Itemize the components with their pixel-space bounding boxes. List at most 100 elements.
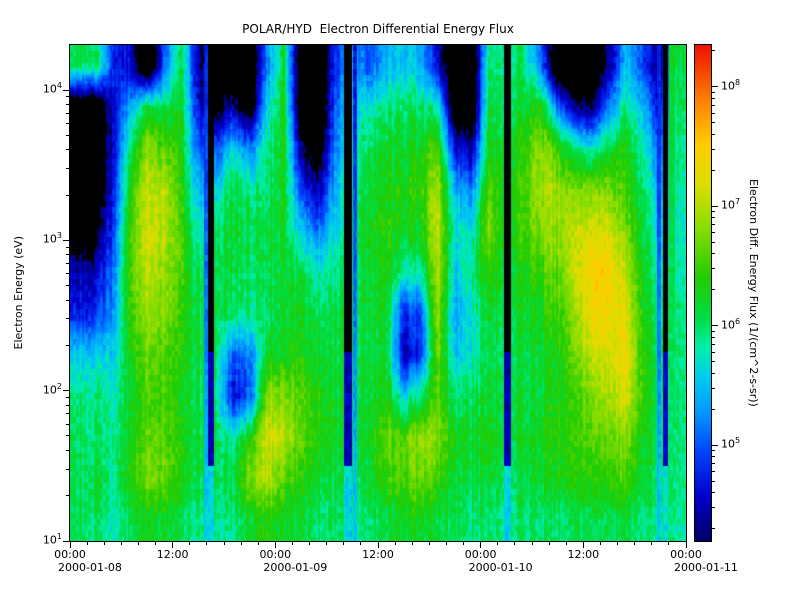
colorbar-minor-tick (712, 408, 715, 410)
y-major-tick (63, 89, 70, 91)
x-minor-tick (463, 541, 465, 545)
x-date-label: 2000-01-10 (468, 561, 533, 574)
colorbar-minor-tick (712, 50, 715, 52)
x-minor-tick (599, 541, 601, 545)
spectrogram-canvas (70, 45, 686, 541)
x-minor-tick (634, 541, 636, 545)
tick-base: 10 (42, 82, 57, 96)
x-tick-label: 00:00 (259, 548, 292, 561)
y-axis-title-text: Electron Energy (eV) (12, 236, 25, 350)
colorbar-tick-label: 107 (721, 198, 740, 212)
tick-base: 10 (42, 383, 57, 397)
colorbar-minor-tick (712, 480, 715, 482)
tick-base: 10 (721, 318, 735, 332)
y-major-tick (63, 540, 70, 542)
x-tick-label: 00:00 (464, 548, 497, 561)
tick-exponent: 3 (56, 231, 62, 241)
chart-title: POLAR/HYD Electron Differential Energy F… (242, 22, 514, 36)
x-minor-tick (240, 541, 242, 545)
colorbar-minor-tick (712, 232, 715, 234)
x-tick-label: 00:00 (670, 548, 702, 561)
colorbar-minor-tick (712, 97, 715, 99)
colorbar-minor-tick (712, 351, 715, 353)
x-minor-tick (189, 541, 191, 545)
colorbar-minor-tick (712, 387, 715, 389)
colorbar-minor-tick (712, 450, 715, 452)
y-major-tick (63, 390, 70, 392)
y-tick-label: 104 (22, 82, 62, 96)
x-date-label: 2000-01-08 (58, 561, 122, 574)
x-minor-tick (445, 541, 447, 545)
colorbar-minor-tick (712, 104, 715, 106)
tick-exponent: 5 (735, 436, 741, 446)
tick-exponent: 7 (735, 197, 741, 207)
y-major-tick (63, 239, 70, 241)
colorbar-minor-tick (712, 241, 715, 243)
x-minor-tick (206, 541, 208, 545)
x-minor-tick (103, 541, 105, 545)
x-tick-label: 12:00 (362, 548, 394, 561)
tick-exponent: 2 (56, 381, 62, 391)
colorbar-tick-label: 108 (721, 77, 741, 92)
tick-exponent: 1 (56, 532, 62, 541)
x-minor-tick (223, 541, 225, 545)
y-axis-title: Electron Energy (eV) (12, 45, 25, 541)
x-minor-tick (343, 541, 345, 545)
x-minor-tick (565, 541, 567, 545)
colorbar-minor-tick (712, 343, 715, 345)
x-minor-tick (291, 541, 293, 545)
tick-exponent: 8 (735, 77, 741, 87)
tick-base: 10 (42, 533, 57, 547)
colorbar-minor-tick (712, 471, 715, 473)
x-major-tick (480, 541, 482, 548)
colorbar-minor-tick (712, 289, 715, 291)
colorbar-major-tick (712, 86, 718, 88)
x-minor-tick (326, 541, 328, 545)
colorbar-minor-tick (712, 456, 715, 458)
x-minor-tick (257, 541, 259, 545)
x-tick-label: 12:00 (156, 548, 189, 561)
colorbar-major-tick (712, 444, 718, 446)
x-minor-tick (86, 541, 88, 545)
y-tick-label: 101 (22, 533, 62, 547)
colorbar-minor-tick (712, 372, 715, 374)
colorbar-minor-tick (712, 528, 715, 530)
colorbar-tick-label: 105 (721, 437, 740, 451)
colorbar-minor-tick (712, 361, 715, 363)
x-minor-tick (360, 541, 362, 545)
colorbar-minor-tick (712, 211, 715, 213)
colorbar-border (694, 44, 712, 542)
colorbar-minor-tick (712, 336, 715, 338)
x-minor-tick (137, 541, 139, 545)
x-major-tick (69, 541, 71, 548)
colorbar-minor-tick (712, 253, 715, 255)
x-tick-label: 00:00 (54, 548, 86, 561)
colorbar-title-text: Electron Diff. Energy Flux (1/(cm^2-s-sr… (747, 179, 760, 407)
colorbar-minor-tick (712, 224, 715, 226)
y-tick-label: 102 (22, 381, 62, 397)
x-date-label: 2000-01-11 (674, 561, 738, 574)
colorbar-gradient (695, 45, 711, 541)
x-minor-tick (514, 541, 516, 545)
x-minor-tick (497, 541, 499, 545)
x-date-label: 2000-01-09 (263, 561, 328, 574)
x-major-tick (377, 541, 379, 548)
tick-exponent: 6 (735, 316, 741, 326)
colorbar-minor-tick (712, 122, 715, 124)
colorbar-minor-tick (712, 507, 715, 509)
x-tick-label: 12:00 (567, 548, 600, 561)
colorbar-minor-tick (712, 330, 715, 332)
colorbar-title: Electron Diff. Energy Flux (1/(cm^2-s-sr… (747, 45, 760, 541)
x-major-tick (274, 541, 276, 548)
x-major-tick (172, 541, 174, 548)
x-minor-tick (617, 541, 619, 545)
colorbar-minor-tick (712, 169, 715, 171)
colorbar-minor-tick (712, 91, 715, 93)
y-tick-label: 103 (22, 232, 62, 246)
x-major-tick (685, 541, 687, 548)
tick-base: 10 (42, 233, 57, 247)
colorbar-major-tick (712, 325, 718, 327)
colorbar-minor-tick (712, 148, 715, 150)
x-minor-tick (155, 541, 157, 545)
